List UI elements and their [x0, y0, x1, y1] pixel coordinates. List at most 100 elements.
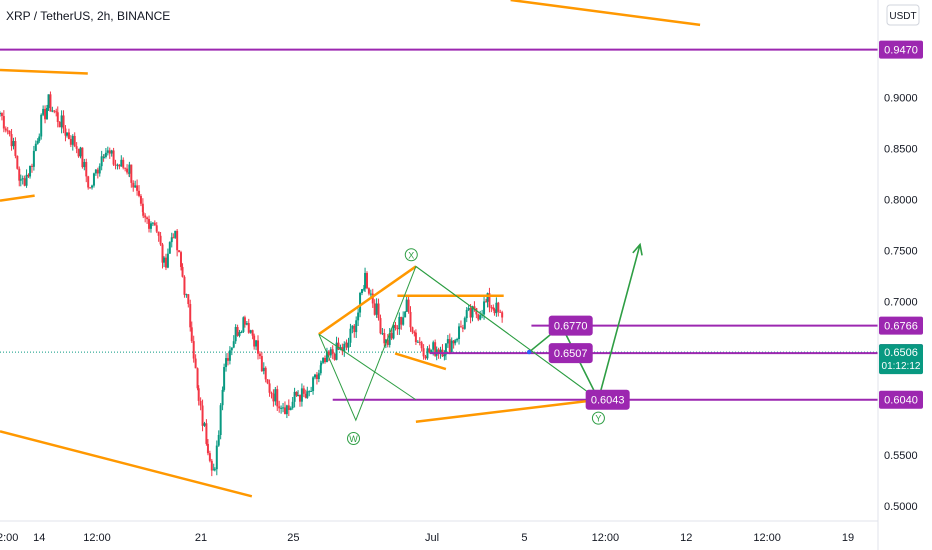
candle-body	[96, 169, 99, 174]
candle-body	[390, 333, 393, 339]
candle-body	[132, 182, 135, 188]
candle-body	[157, 231, 160, 236]
candle-body	[398, 316, 401, 330]
candle-body	[4, 128, 7, 131]
candle-body	[386, 339, 389, 345]
trendline	[415, 398, 599, 424]
candle-body	[456, 338, 459, 341]
candle-body	[27, 174, 30, 177]
candle-body	[136, 185, 139, 191]
candle-body	[60, 115, 63, 128]
candle-body	[308, 391, 311, 393]
candle-body	[56, 112, 59, 123]
candle-body	[465, 309, 468, 319]
wave-label: X	[408, 250, 414, 260]
candle-body	[394, 324, 397, 328]
candle-body	[404, 311, 407, 318]
currency-button[interactable]: USDT	[886, 4, 920, 26]
candle-body	[413, 332, 416, 334]
candle-body	[226, 358, 229, 361]
candle-body	[420, 342, 423, 349]
candle-body	[430, 349, 433, 353]
candle-body	[34, 143, 37, 151]
candle-body	[475, 308, 478, 315]
candle-body	[446, 339, 449, 344]
price-tick-label: 0.7000	[884, 297, 918, 309]
candle-body	[392, 324, 395, 339]
candle-body	[236, 327, 239, 336]
candle-body	[187, 294, 190, 305]
wave-label: Y	[595, 414, 601, 424]
candle-body	[138, 190, 141, 196]
wave-label-circle	[404, 248, 418, 262]
candle-body	[192, 341, 195, 359]
candle-body	[407, 299, 410, 312]
candle-body	[114, 164, 117, 166]
candle-body	[19, 179, 22, 181]
candle-body	[400, 316, 403, 325]
candle-body	[142, 212, 145, 216]
candle-body	[461, 327, 464, 329]
candle-body	[124, 167, 127, 169]
candle-body	[357, 312, 360, 321]
candle-body	[501, 312, 504, 318]
candle-body	[495, 302, 498, 314]
candle-body	[161, 244, 164, 263]
price-axis[interactable]: 0.9000 0.8500 0.8000 0.7500 0.7000 0.5500 0.50…	[877, 0, 918, 550]
trendline	[0, 194, 35, 202]
candle-body	[212, 469, 215, 471]
candle-body	[388, 333, 391, 345]
candle-body	[102, 156, 105, 158]
candle-body	[483, 301, 486, 315]
candle-body	[364, 272, 367, 289]
candle-body	[120, 159, 123, 167]
candle-body	[0, 113, 1, 115]
price-callout-label: 0.6043	[591, 395, 625, 407]
candle-body	[360, 289, 363, 294]
candle-body	[405, 299, 408, 312]
chart-header: XRP / TetherUS, 2h, BINANCE	[6, 9, 170, 23]
candle-body	[312, 377, 315, 391]
time-tick-label: Jul	[425, 532, 439, 544]
candle-body	[163, 257, 166, 263]
candle-body	[459, 326, 462, 328]
candle-body	[16, 155, 19, 169]
candle-body	[359, 293, 362, 313]
candle-body	[402, 317, 405, 325]
candle-body	[448, 339, 451, 353]
price-tick-label: 0.5500	[884, 450, 918, 462]
price-tick-label: 0.7500	[884, 246, 918, 258]
candle-body	[178, 250, 181, 253]
candle-body	[285, 405, 288, 415]
candle-body	[295, 391, 298, 396]
time-axis[interactable]: 12:00 14 12:00 21 25 Jul 5 12:00 12 12:00 19	[0, 520, 878, 544]
candle-body	[337, 342, 340, 350]
time-tick-label: 12:00	[0, 532, 18, 544]
price-axis-tag-label: 0.6040	[884, 395, 918, 407]
candle-body	[100, 156, 103, 167]
candle-body	[29, 165, 32, 177]
candle-body	[477, 314, 480, 320]
candle-body	[443, 354, 446, 357]
candle-body	[341, 347, 344, 352]
candle-body	[98, 166, 101, 174]
candle-body	[322, 357, 325, 363]
candle-body	[44, 108, 47, 120]
candle-body	[293, 391, 296, 402]
candle-body	[320, 362, 323, 366]
candle-body	[268, 383, 271, 393]
candle-body	[396, 327, 399, 330]
candle-body	[196, 368, 199, 389]
candle-body	[183, 276, 186, 295]
price-axis-tag-label: 0.6766	[884, 321, 918, 333]
candle-body	[89, 187, 92, 189]
candle-body	[238, 332, 241, 336]
candle-body	[349, 328, 352, 343]
candle-body	[134, 185, 137, 188]
candle-body	[479, 315, 482, 320]
candle-body	[201, 405, 204, 426]
candle-body	[300, 388, 303, 402]
candle-body	[14, 141, 17, 156]
candle-body	[444, 343, 447, 355]
